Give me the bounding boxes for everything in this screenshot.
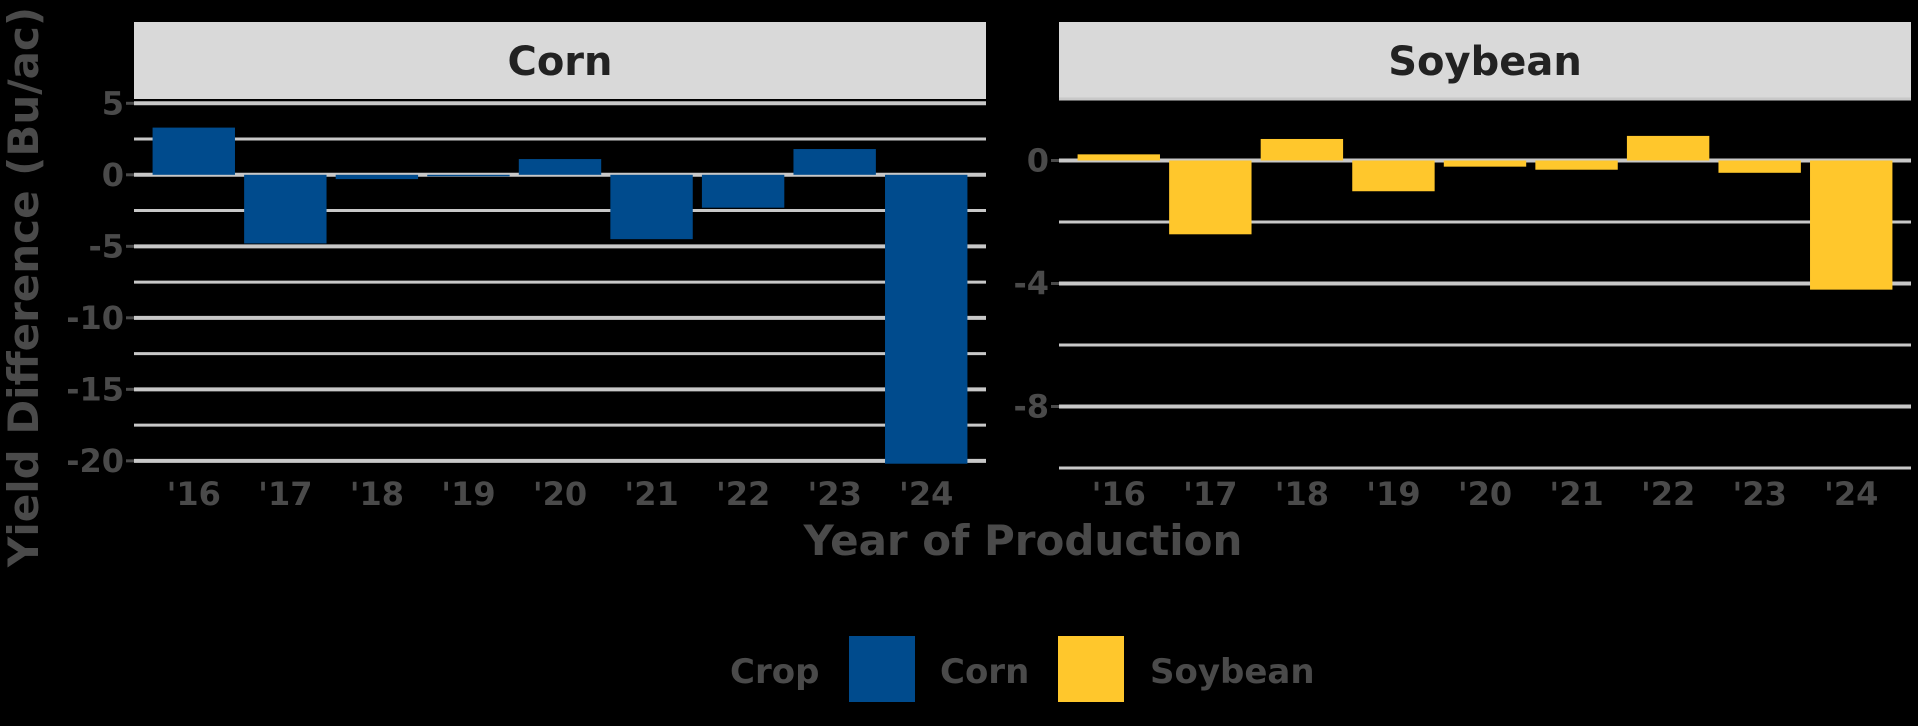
soybean-x-tick-label: '24 xyxy=(1824,475,1878,513)
corn-panel-title: Corn xyxy=(507,39,612,85)
corn-y-ticks: 5 0 -5 -10 -15 -20 xyxy=(66,84,134,480)
soybean-x-tick-label: '22 xyxy=(1641,475,1695,513)
soybean-x-ticks: '16 '17 '18 '19 '20 '21 '22 '23 '24 xyxy=(1092,475,1879,513)
soybean-panel-strip xyxy=(1059,22,1911,99)
corn-y-tick-label: -5 xyxy=(88,227,124,265)
corn-panel: Corn 5 0 -5 -10 -15 -20 '16 '17 '18 '19 '20 '21 '22… xyxy=(66,22,986,513)
soybean-bar xyxy=(1443,160,1527,167)
corn-panel-strip xyxy=(134,22,986,99)
soybean-x-tick-label: '19 xyxy=(1366,475,1420,513)
soybean-panel: Soybean 0 -4 -8 '16 '17 '18 '19 '20 '21 '22 '23 '2… xyxy=(1013,22,1911,513)
corn-x-tick-label: '17 xyxy=(258,475,312,513)
soybean-bar xyxy=(1077,154,1160,161)
legend-label-corn: Corn xyxy=(940,652,1029,692)
corn-bar xyxy=(518,159,602,175)
corn-y-tick-label: -10 xyxy=(66,299,124,337)
corn-x-tick-label: '18 xyxy=(350,475,404,513)
soybean-x-tick-label: '18 xyxy=(1275,475,1329,513)
soybean-bar xyxy=(1810,160,1893,290)
soybean-bar xyxy=(1626,135,1710,161)
corn-bar xyxy=(885,174,968,464)
corn-x-tick-label: '19 xyxy=(441,475,495,513)
corn-bar xyxy=(335,174,419,180)
y-axis-title: Yield Difference (Bu/ac) xyxy=(0,7,48,568)
soybean-bar xyxy=(1535,160,1618,170)
soybean-x-tick-label: '20 xyxy=(1458,475,1512,513)
corn-y-tick-label: 5 xyxy=(102,84,124,122)
soybean-grid xyxy=(1059,97,1911,470)
legend-title: Crop xyxy=(730,652,819,692)
corn-x-tick-label: '24 xyxy=(899,475,953,513)
corn-x-tick-label: '16 xyxy=(167,475,221,513)
corn-bars xyxy=(152,127,968,464)
legend-swatch-soybean xyxy=(1058,636,1124,702)
soybean-x-tick-label: '17 xyxy=(1183,475,1237,513)
corn-y-tick-label: -15 xyxy=(66,370,124,408)
legend-label-soybean: Soybean xyxy=(1150,652,1315,692)
soybean-bar xyxy=(1718,160,1801,173)
corn-y-tick-label: 0 xyxy=(102,156,124,194)
soybean-x-tick-label: '23 xyxy=(1733,475,1787,513)
soybean-x-tick-label: '21 xyxy=(1549,475,1603,513)
corn-x-tick-label: '21 xyxy=(624,475,678,513)
legend: Crop Corn Soybean xyxy=(730,636,1315,702)
corn-y-tick-label: -20 xyxy=(66,442,124,480)
soybean-bar xyxy=(1352,160,1435,192)
corn-grid xyxy=(134,101,986,463)
soybean-y-tick-label: -4 xyxy=(1013,265,1049,303)
corn-x-tick-label: '23 xyxy=(808,475,862,513)
corn-bar xyxy=(244,174,327,244)
corn-x-tick-label: '20 xyxy=(533,475,587,513)
soybean-x-tick-label: '16 xyxy=(1092,475,1146,513)
corn-x-ticks: '16 '17 '18 '19 '20 '21 '22 '23 '24 xyxy=(167,475,954,513)
corn-bar xyxy=(701,174,785,208)
corn-bar xyxy=(793,149,876,175)
soybean-bar xyxy=(1260,138,1344,161)
soybean-panel-title: Soybean xyxy=(1388,39,1582,85)
soybean-bars xyxy=(1077,135,1893,290)
legend-swatch-corn xyxy=(849,636,915,702)
x-axis-title: Year of Production xyxy=(803,516,1243,565)
corn-x-tick-label: '22 xyxy=(716,475,770,513)
soybean-bar xyxy=(1169,160,1252,235)
soybean-y-tick-label: 0 xyxy=(1027,142,1049,180)
corn-bar xyxy=(152,127,235,175)
soybean-y-tick-label: -8 xyxy=(1013,388,1049,426)
corn-bar xyxy=(427,174,510,177)
corn-bar xyxy=(610,174,693,240)
soybean-y-ticks: 0 -4 -8 xyxy=(1013,142,1059,426)
